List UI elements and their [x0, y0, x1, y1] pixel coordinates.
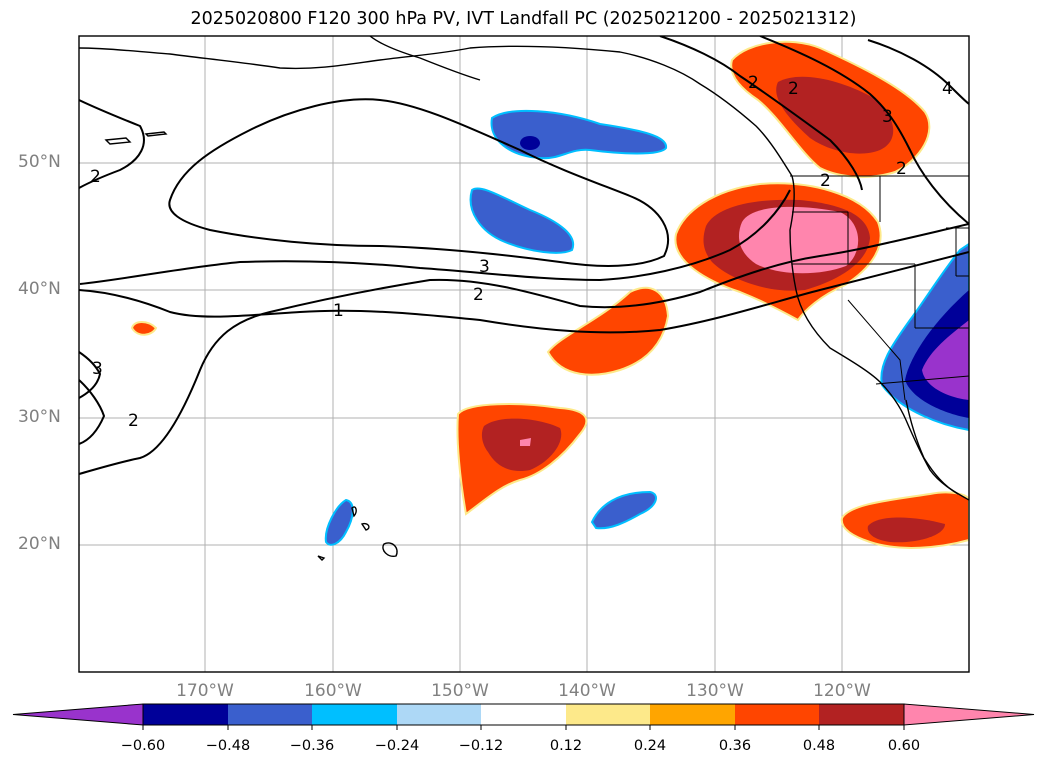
map-title: 2025020800 F120 300 hPa PV, IVT Landfall…	[190, 9, 857, 29]
lon-label-140w: 140°W	[558, 681, 616, 701]
contour-label: 3	[479, 257, 490, 277]
contour-4-bc	[867, 39, 969, 105]
pv-positive-west-dot	[130, 321, 158, 336]
colorbar-tick-label: 0.24	[633, 738, 667, 754]
contour-label: 3	[92, 359, 103, 379]
pv-negative-central-pacific	[469, 187, 575, 254]
lat-label-20n: 20°N	[18, 534, 61, 554]
contour-label: 2	[128, 411, 139, 431]
colorbar-tick-label: 0.12	[549, 738, 583, 754]
lon-label-120w: 120°W	[813, 681, 871, 701]
contour-1	[79, 251, 969, 334]
pv-contours	[79, 36, 969, 475]
colorbar-tick-label: −0.48	[205, 738, 251, 754]
lat-label-40n: 40°N	[18, 279, 61, 299]
lon-label-130w: 130°W	[686, 681, 744, 701]
lon-label-170w: 170°W	[176, 681, 234, 701]
lon-label-160w: 160°W	[304, 681, 362, 701]
colorbar-tick-label: 0.48	[802, 738, 836, 754]
contour-2-upper	[168, 98, 669, 267]
colorbar-tick-label: 0.60	[887, 738, 921, 754]
contour-label: 2	[473, 285, 484, 305]
contour-label: 2	[748, 73, 759, 93]
lat-label-30n: 30°N	[18, 407, 61, 427]
contour-label: 2	[820, 171, 831, 191]
map-frame	[78, 35, 970, 673]
colorbar	[12, 703, 1035, 730]
contour-label: 2	[90, 167, 101, 187]
contour-2-bc	[659, 36, 863, 191]
contour-2-left	[79, 379, 106, 445]
pv-negative-core-alaska	[520, 136, 540, 150]
contour-3-upper	[79, 99, 145, 189]
contour-label: 3	[882, 107, 893, 127]
contour-3-bc	[759, 36, 969, 225]
contour-label: 2	[788, 79, 799, 99]
lon-label-150w: 150°W	[431, 681, 489, 701]
negative-pv-areas	[324, 109, 969, 546]
colorbar-tick-label: 0.36	[718, 738, 752, 754]
colorbar-tick-label: −0.60	[120, 738, 166, 754]
colorbar-tick-label: −0.24	[374, 738, 420, 754]
contour-label: 4	[942, 79, 953, 99]
colorbar-tick-label: −0.12	[458, 738, 504, 754]
coastlines	[79, 36, 969, 561]
contour-3-loop	[79, 189, 791, 285]
lat-label-50n: 50°N	[18, 152, 61, 172]
contour-2-main	[79, 223, 969, 475]
contour-3-left	[79, 351, 102, 399]
contour-label: 2	[896, 159, 907, 179]
contour-label: 1	[333, 301, 344, 321]
pv-negative-subtropic	[590, 490, 657, 530]
colorbar-tick-label: −0.36	[289, 738, 335, 754]
positive-pv-areas	[130, 40, 969, 549]
